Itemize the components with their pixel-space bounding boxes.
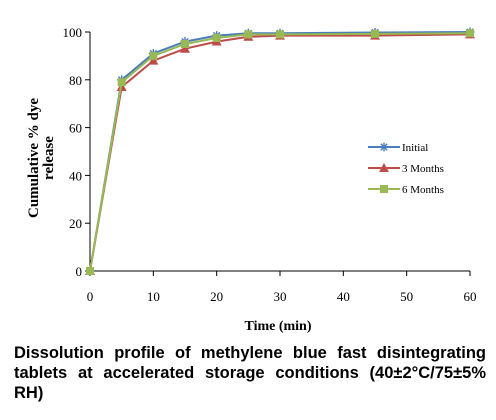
x-axis-ticks: 0 10 20 30 40 50 60	[87, 271, 477, 304]
legend-item: 3 Months	[368, 163, 444, 175]
y-tick-label: 80	[69, 73, 82, 88]
y-axis-ticks: 0 20 40 60 80 100	[63, 25, 90, 279]
x-axis-title: Time (min)	[244, 319, 311, 334]
data-point-square	[86, 267, 94, 275]
legend-item: 6 Months	[368, 184, 444, 196]
y-tick-label: 0	[76, 264, 83, 279]
y-tick-label: 40	[69, 168, 82, 183]
data-point-triangle	[180, 43, 190, 53]
y-axis-title-line-1: Cumulative % dye	[26, 98, 42, 218]
data-point-square	[244, 30, 253, 39]
x-tick-label: 30	[274, 289, 287, 304]
legend-label: 3 Months	[402, 163, 444, 175]
legend-item: Initial	[368, 142, 428, 154]
data-point-triangle	[148, 55, 159, 65]
data-point-square	[371, 29, 379, 38]
x-tick-label: 20	[210, 289, 223, 304]
y-axis-title: Cumulative % dye release	[26, 98, 57, 218]
y-tick-label: 20	[69, 216, 82, 231]
y-axis-title-line-2: release	[41, 136, 57, 180]
data-point-star	[379, 142, 389, 152]
x-tick-label: 10	[147, 289, 160, 304]
series-6-months	[86, 29, 474, 275]
legend: Initial 3 Months 6 Months	[368, 142, 444, 196]
legend-label: Initial	[402, 142, 428, 154]
x-tick-label: 0	[87, 289, 94, 304]
data-point-square	[149, 51, 158, 60]
data-point-square	[181, 39, 189, 48]
y-tick-label: 100	[63, 25, 83, 40]
figure-caption: Dissolution profile of methylene blue fa…	[14, 344, 486, 402]
data-point-square	[212, 33, 221, 42]
data-point-square	[466, 29, 474, 38]
y-tick-label: 60	[69, 121, 82, 136]
dissolution-chart: 0 20 40 60 80 100 0 10 20 30 40 50 60 Initial 3 Mont…	[26, 25, 477, 334]
data-point-square	[276, 30, 284, 39]
legend-label: 6 Months	[402, 184, 444, 196]
x-tick-label: 40	[337, 289, 350, 304]
data-point-square	[117, 78, 126, 87]
x-tick-label: 50	[400, 289, 413, 304]
x-tick-label: 60	[464, 289, 477, 304]
series-layer	[85, 27, 475, 276]
data-point-triangle	[379, 163, 389, 172]
data-point-square	[380, 185, 388, 193]
